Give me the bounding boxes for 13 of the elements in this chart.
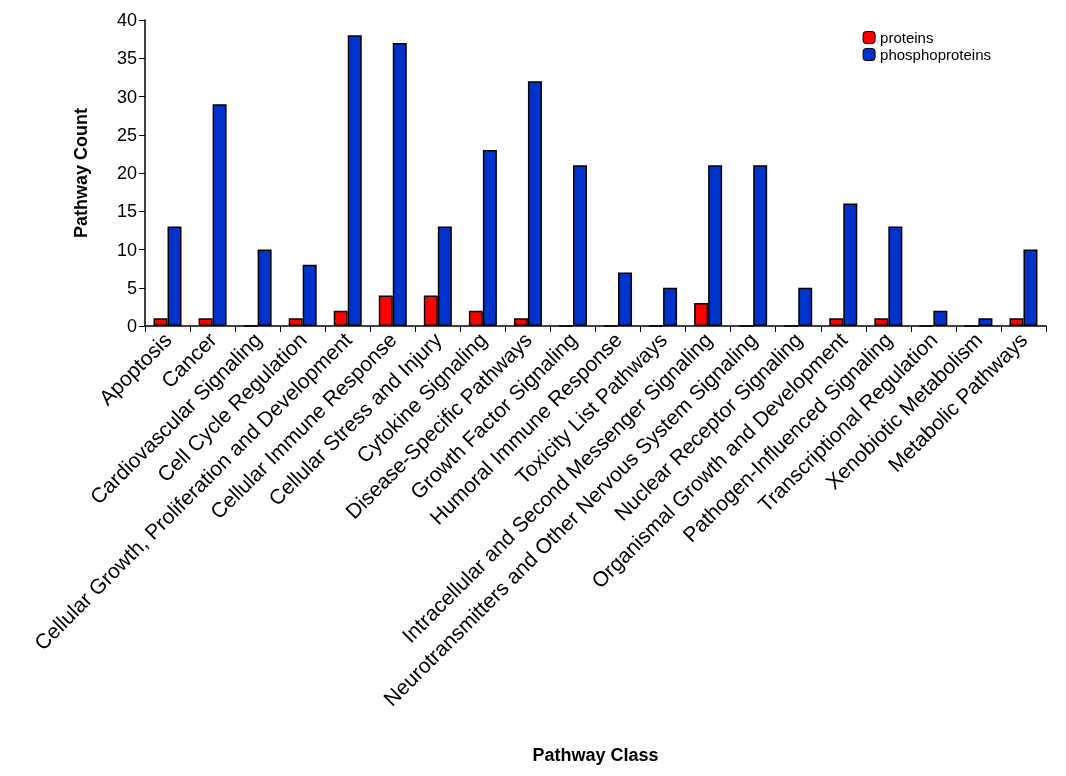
y-tick-label: 35 <box>116 48 137 69</box>
legend-label: proteins <box>880 29 934 46</box>
y-tick-label: 10 <box>116 239 137 260</box>
legend-label: phosphoproteins <box>880 46 991 63</box>
x-axis-title: Pathway Class <box>532 745 659 765</box>
y-tick-label: 0 <box>126 316 137 336</box>
y-tick-label: 5 <box>126 277 137 298</box>
y-tick-label: 15 <box>116 201 137 222</box>
y-axis-title: Pathway Count <box>71 107 91 239</box>
y-tick-label: 20 <box>116 163 137 183</box>
y-tick-label: 30 <box>116 86 137 107</box>
y-tick-label: 25 <box>116 124 137 145</box>
y-tick-label: 40 <box>116 10 137 30</box>
